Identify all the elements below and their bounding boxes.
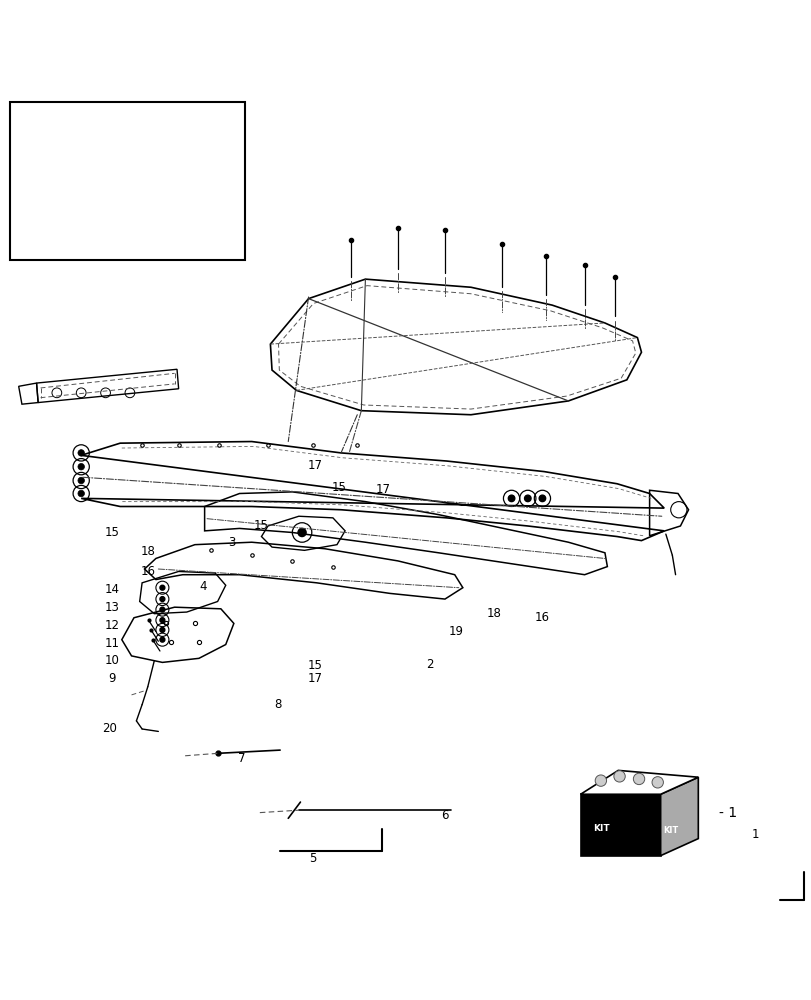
Circle shape <box>594 775 606 786</box>
Text: 17: 17 <box>375 483 390 496</box>
Text: 19: 19 <box>448 625 463 638</box>
Text: 6: 6 <box>440 809 448 822</box>
Text: 7: 7 <box>238 752 246 765</box>
Text: KIT: KIT <box>662 826 677 835</box>
Text: 15: 15 <box>254 519 268 532</box>
Text: 8: 8 <box>273 698 281 711</box>
Polygon shape <box>580 794 660 856</box>
Text: 18: 18 <box>486 607 500 620</box>
Circle shape <box>160 627 165 632</box>
Text: 4: 4 <box>199 580 207 593</box>
Text: 14: 14 <box>105 583 119 596</box>
Circle shape <box>298 528 306 537</box>
Bar <box>10 102 245 260</box>
Text: 20: 20 <box>102 722 117 735</box>
Text: 15: 15 <box>105 526 119 539</box>
Circle shape <box>78 463 84 470</box>
Circle shape <box>160 597 165 601</box>
Circle shape <box>508 495 514 502</box>
Text: 16: 16 <box>534 611 549 624</box>
Text: 16: 16 <box>140 565 155 578</box>
Circle shape <box>539 495 545 502</box>
Text: 17: 17 <box>307 459 322 472</box>
Circle shape <box>160 637 165 642</box>
Text: 3: 3 <box>227 536 235 549</box>
Circle shape <box>78 477 84 484</box>
Text: 9: 9 <box>108 672 116 685</box>
Text: 1: 1 <box>750 828 758 841</box>
Polygon shape <box>580 770 697 794</box>
Circle shape <box>160 607 165 612</box>
Circle shape <box>78 490 84 497</box>
Polygon shape <box>660 777 697 856</box>
Circle shape <box>651 777 663 788</box>
Text: 13: 13 <box>105 601 119 614</box>
Text: 15: 15 <box>332 481 346 494</box>
Text: 15: 15 <box>307 659 322 672</box>
Text: KIT: KIT <box>592 824 608 833</box>
Circle shape <box>524 495 530 502</box>
Circle shape <box>160 585 165 590</box>
Text: 17: 17 <box>307 672 322 685</box>
Text: 18: 18 <box>140 545 155 558</box>
Circle shape <box>78 450 84 456</box>
Text: 5: 5 <box>308 852 316 865</box>
Text: 12: 12 <box>105 619 119 632</box>
Text: 2: 2 <box>426 658 434 671</box>
Text: 10: 10 <box>105 654 119 667</box>
Text: 11: 11 <box>105 637 119 650</box>
Text: - 1: - 1 <box>718 806 736 820</box>
Circle shape <box>633 773 644 785</box>
Circle shape <box>160 618 165 623</box>
Circle shape <box>613 771 624 782</box>
